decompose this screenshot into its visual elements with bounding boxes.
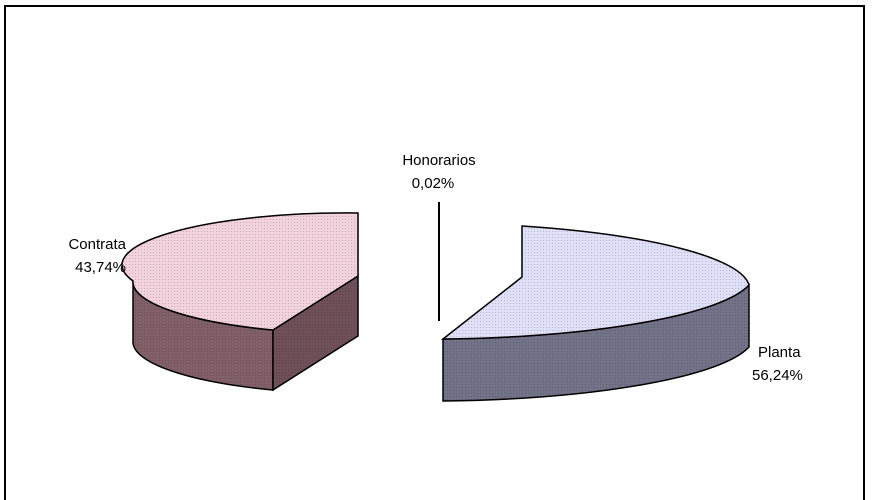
- label-honorarios-value: 0,02%: [412, 175, 455, 192]
- pie-slice-planta: [440, 225, 750, 402]
- label-contrata-value: 43,74%: [75, 259, 126, 276]
- label-honorarios-name: Honorarios: [402, 152, 475, 169]
- label-planta-name: Planta: [758, 344, 801, 361]
- pie-slice-contrata: [121, 212, 359, 392]
- label-contrata-name: Contrata: [68, 236, 126, 253]
- label-planta-value: 56,24%: [752, 367, 803, 384]
